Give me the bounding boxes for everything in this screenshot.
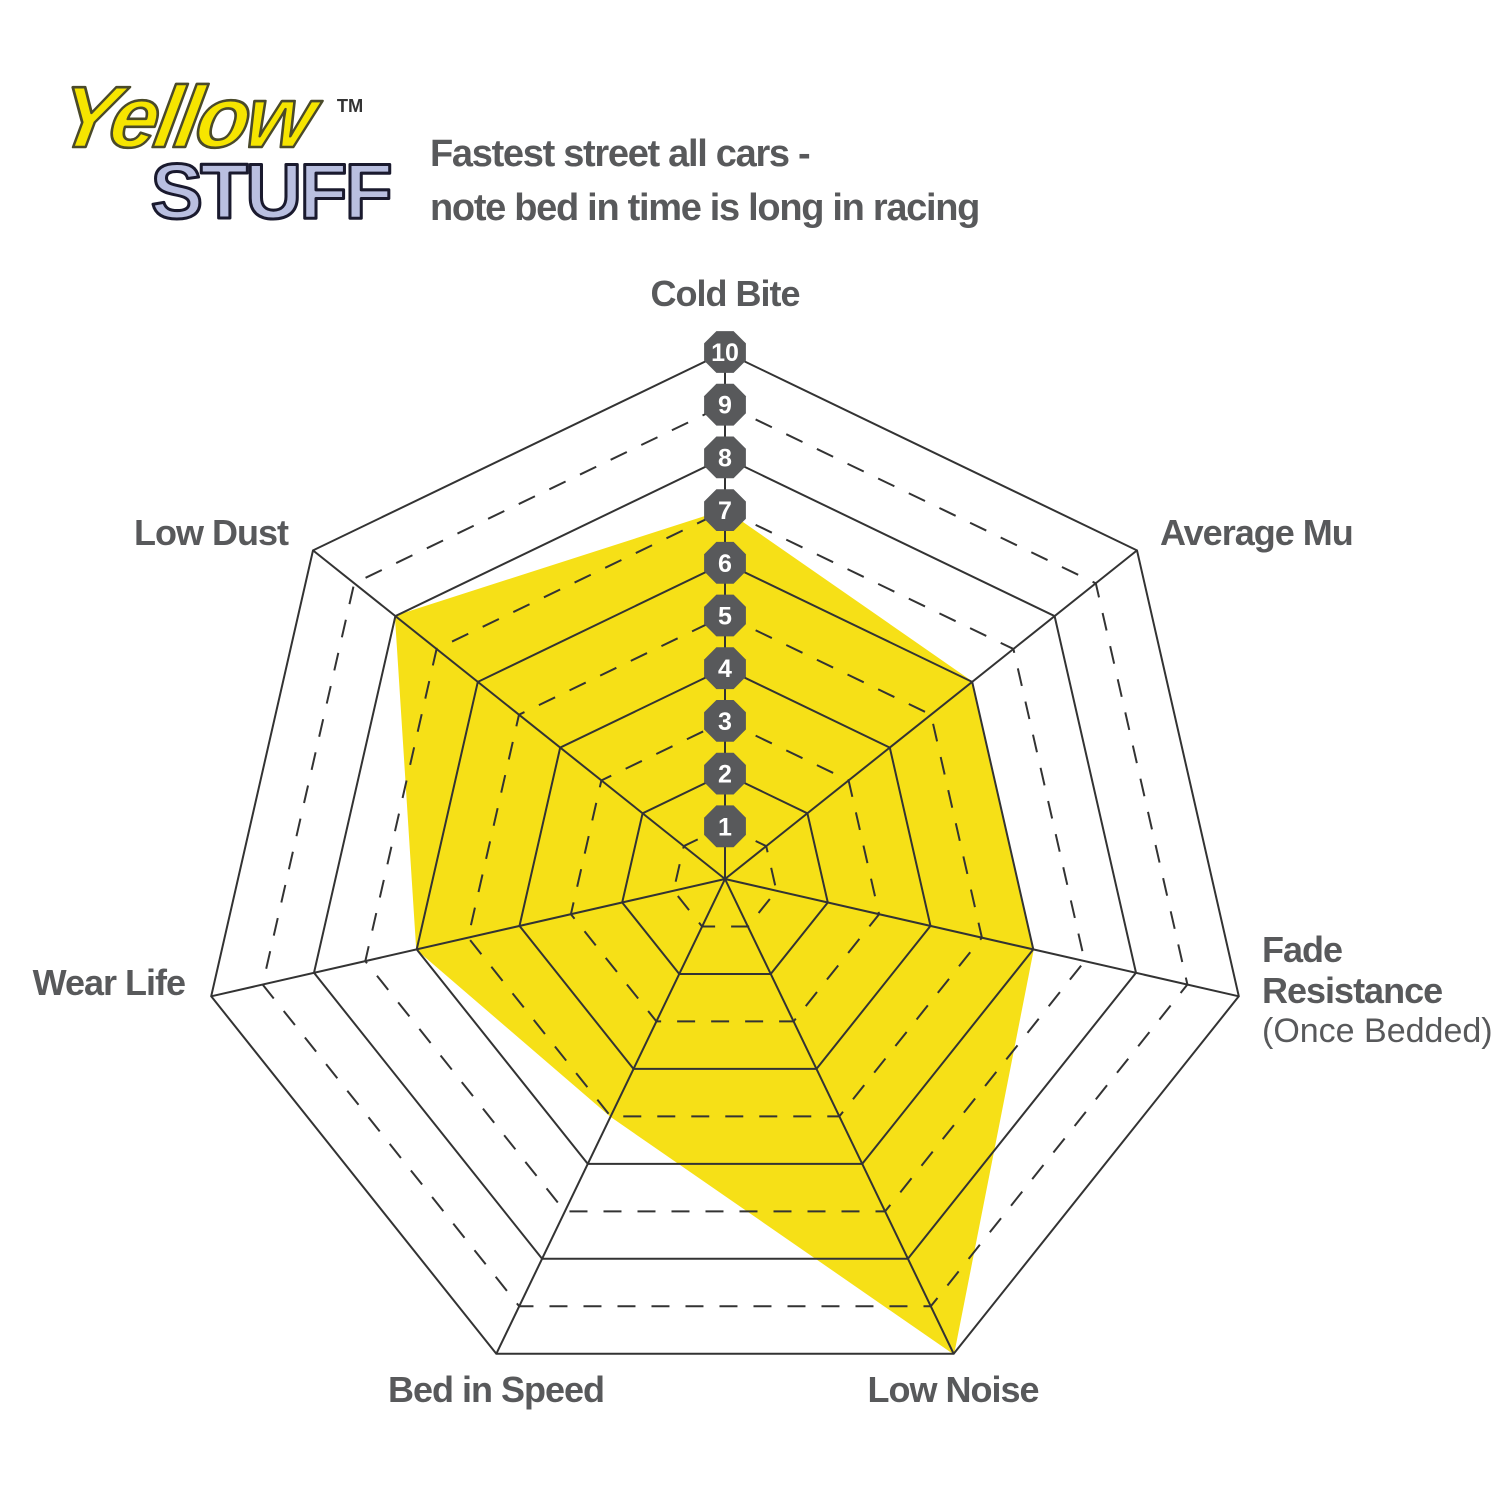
svg-text:10: 10: [711, 339, 739, 367]
svg-text:STUFF: STUFF: [151, 147, 390, 235]
svg-text:5: 5: [718, 603, 732, 631]
svg-text:9: 9: [718, 392, 732, 420]
svg-text:(Once Bedded): (Once Bedded): [1262, 1012, 1493, 1050]
svg-text:1: 1: [718, 813, 732, 841]
svg-text:3: 3: [718, 708, 732, 736]
svg-text:Average Mu: Average Mu: [1160, 512, 1353, 553]
svg-text:Cold Bite: Cold Bite: [651, 273, 800, 314]
svg-text:Fastest street all cars -: Fastest street all cars -: [430, 133, 810, 175]
svg-text:Low Noise: Low Noise: [867, 1369, 1038, 1410]
svg-text:6: 6: [718, 550, 732, 578]
svg-text:2: 2: [718, 761, 732, 789]
svg-text:Fade: Fade: [1262, 929, 1342, 970]
svg-text:4: 4: [718, 655, 732, 683]
svg-text:Wear Life: Wear Life: [33, 962, 185, 1003]
svg-text:7: 7: [718, 497, 732, 525]
svg-text:8: 8: [718, 444, 732, 472]
svg-text:note bed in time is long in ra: note bed in time is long in racing: [430, 187, 979, 229]
svg-text:Low Dust: Low Dust: [134, 512, 289, 553]
svg-text:TM: TM: [337, 95, 363, 116]
svg-text:Resistance: Resistance: [1262, 970, 1442, 1011]
svg-text:Bed in Speed: Bed in Speed: [388, 1369, 604, 1410]
